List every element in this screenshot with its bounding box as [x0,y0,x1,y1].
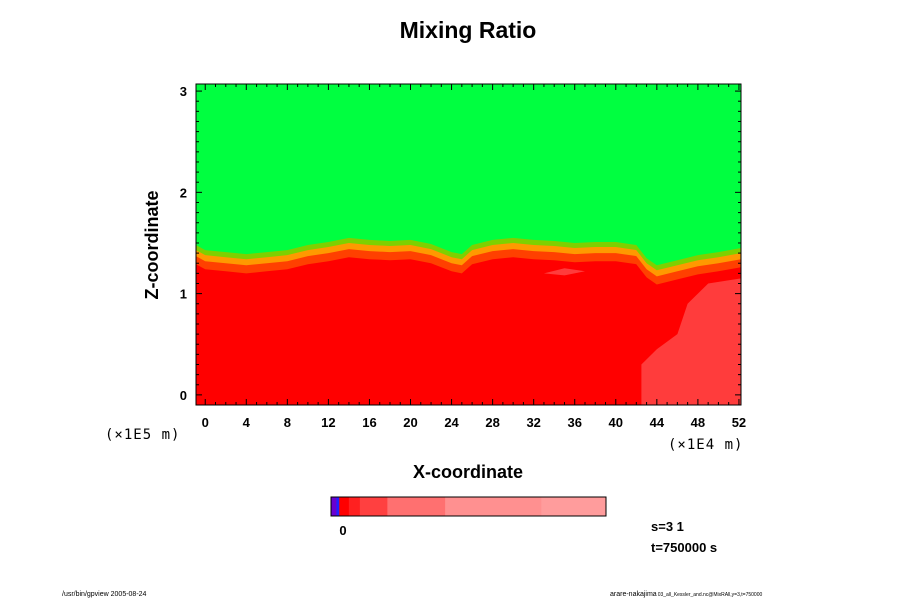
footer-author: arare-nakajima03_all_Kessler_and.nc@MixR… [610,591,762,598]
x-tick-label: 20 [403,415,417,430]
colorbar-frame [330,496,607,517]
x-tick-label: 44 [650,415,665,430]
colorbar [330,496,607,517]
upper-region [196,84,741,266]
footer-program: /usr/bin/gpview 2005-08-24 [62,591,147,598]
x-tick-label: 12 [321,415,335,430]
light-patch-right [641,278,741,405]
colorbar-segment [331,497,337,516]
y-axis-ticks: 0 1 2 3 [180,84,741,403]
plot-frame [195,83,742,406]
colorbar-segment [387,497,446,516]
colorbar-zero-label: 0 [339,523,346,538]
colorbar-segment [339,497,350,516]
colorbar-segment [348,497,361,516]
heatmap-plot-area [195,83,742,406]
colorbar-segment [359,497,388,516]
x-axis-unit: (×1E4 m) [668,437,743,453]
y-tick-label: 3 [180,84,187,99]
x-tick-label: 4 [243,415,251,430]
y-tick-label: 2 [180,185,187,200]
x-axis-ticks: 0 4 8 12 16 20 24 28 32 36 40 44 48 52 [202,84,746,430]
colorbar-segment [336,497,340,516]
x-tick-label: 52 [732,415,746,430]
y-axis-label: Z-coordinate [142,190,162,299]
chart-title: Mixing Ratio [400,17,537,43]
y-axis-unit: (×1E5 m) [105,427,180,443]
x-tick-label: 28 [485,415,499,430]
x-tick-label: 36 [567,415,581,430]
y-tick-label: 0 [180,388,187,403]
x-tick-label: 16 [362,415,376,430]
colorbar-segment [445,497,542,516]
x-axis-label: X-coordinate [413,462,523,482]
light-patch-mid [543,268,585,276]
x-tick-label: 48 [691,415,705,430]
colorbar-segment [541,497,607,516]
time-info: t=750000 s [651,540,717,555]
y-tick-label: 1 [180,287,187,302]
x-tick-label: 32 [526,415,540,430]
step-info: s=3 1 [651,519,684,534]
x-tick-label: 24 [444,415,459,430]
x-tick-label: 40 [609,415,623,430]
x-tick-label: 8 [284,415,291,430]
x-tick-label: 0 [202,415,209,430]
